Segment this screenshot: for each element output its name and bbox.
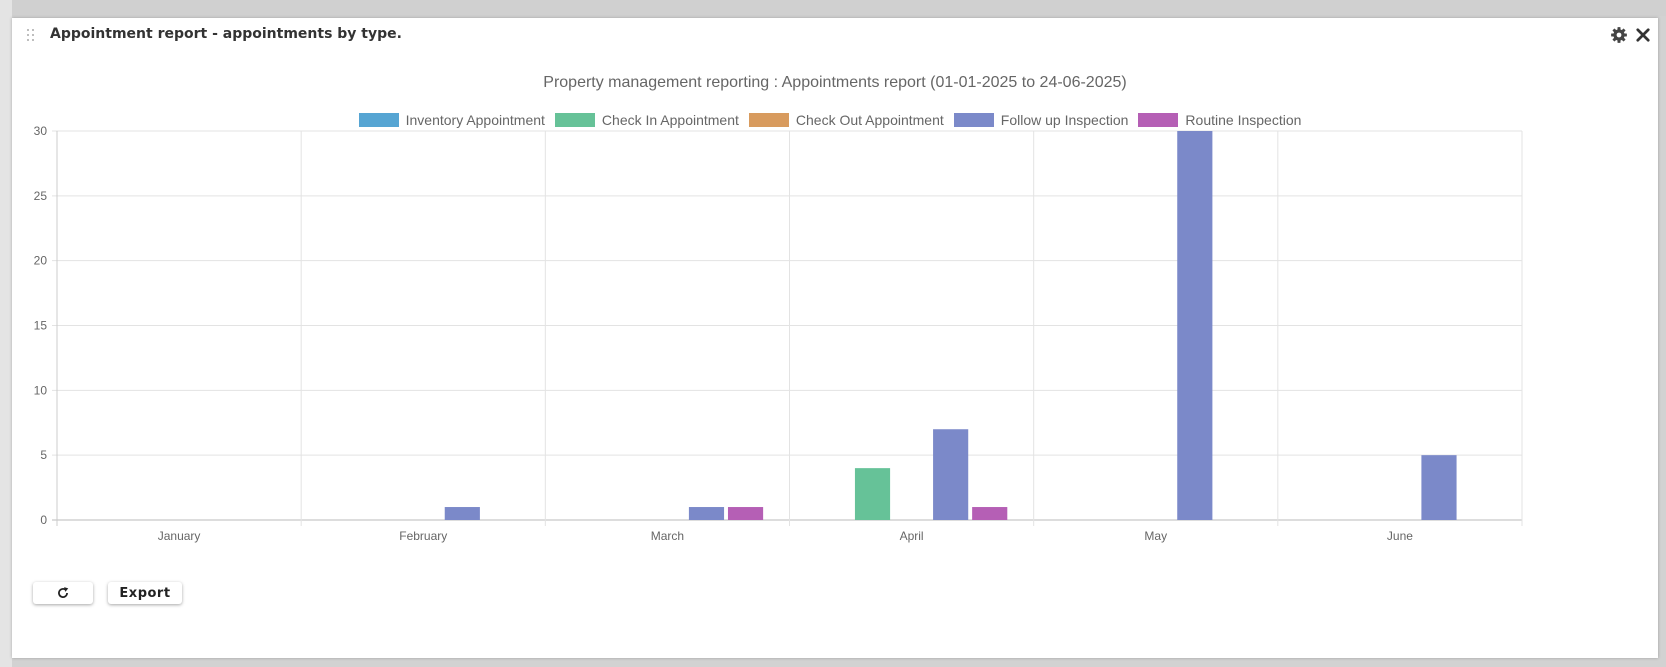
gear-icon[interactable] (1610, 26, 1628, 44)
x-tick-label: January (158, 529, 201, 543)
y-tick-label: 0 (40, 513, 47, 527)
bar (933, 429, 969, 520)
legend-swatch (554, 113, 595, 127)
x-tick-label: June (1387, 529, 1413, 543)
legend-swatch (748, 113, 789, 127)
y-tick-label: 30 (34, 124, 48, 138)
chart-legend: Inventory Appointment Check In Appointmen… (12, 112, 1658, 128)
legend-item[interactable]: Inventory Appointment (358, 112, 545, 128)
legend-label: Follow up Inspection (1000, 112, 1129, 128)
x-tick-label: February (399, 529, 447, 543)
refresh-button[interactable] (33, 582, 93, 604)
bar (1421, 455, 1457, 520)
x-tick-label: April (900, 529, 924, 543)
drag-handle-icon[interactable] (26, 28, 38, 44)
legend-item[interactable]: Check Out Appointment (748, 112, 944, 128)
legend-label: Check Out Appointment (795, 112, 944, 128)
legend-swatch (1138, 113, 1179, 127)
chart-title: Property management reporting : Appointm… (543, 74, 1127, 91)
bar (727, 507, 764, 520)
legend-label: Check In Appointment (601, 112, 739, 128)
y-tick-label: 20 (34, 254, 48, 268)
bar (444, 507, 480, 520)
panel-header: Appointment report - appointments by typ… (12, 18, 1658, 54)
legend-item[interactable]: Routine Inspection (1138, 112, 1301, 128)
y-tick-label: 10 (34, 383, 48, 397)
legend-label: Routine Inspection (1185, 112, 1302, 128)
y-tick-label: 15 (34, 319, 48, 333)
x-tick-label: May (1144, 529, 1167, 543)
x-tick-label: March (651, 529, 684, 543)
y-tick-label: 25 (34, 189, 48, 203)
export-button[interactable]: Export (108, 582, 182, 604)
bar (1177, 131, 1213, 520)
legend-item[interactable]: Check In Appointment (554, 112, 739, 128)
refresh-icon (58, 587, 69, 598)
window-left-edge (0, 0, 12, 667)
bar (688, 507, 725, 520)
panel-title: Appointment report - appointments by typ… (50, 26, 402, 42)
bar (972, 507, 1008, 520)
y-tick-label: 5 (40, 448, 47, 462)
bar (854, 468, 891, 520)
legend-item[interactable]: Follow up Inspection (953, 112, 1129, 128)
bar-chart: 0 5 10 15 20 25 30 January February March April May… (34, 124, 1523, 543)
legend-label: Inventory Appointment (405, 112, 545, 128)
report-panel: Appointment report - appointments by typ… (12, 18, 1658, 658)
window-top-edge (0, 0, 1666, 16)
close-icon[interactable] (1634, 26, 1652, 44)
legend-swatch (358, 113, 399, 127)
legend-swatch (953, 113, 994, 127)
